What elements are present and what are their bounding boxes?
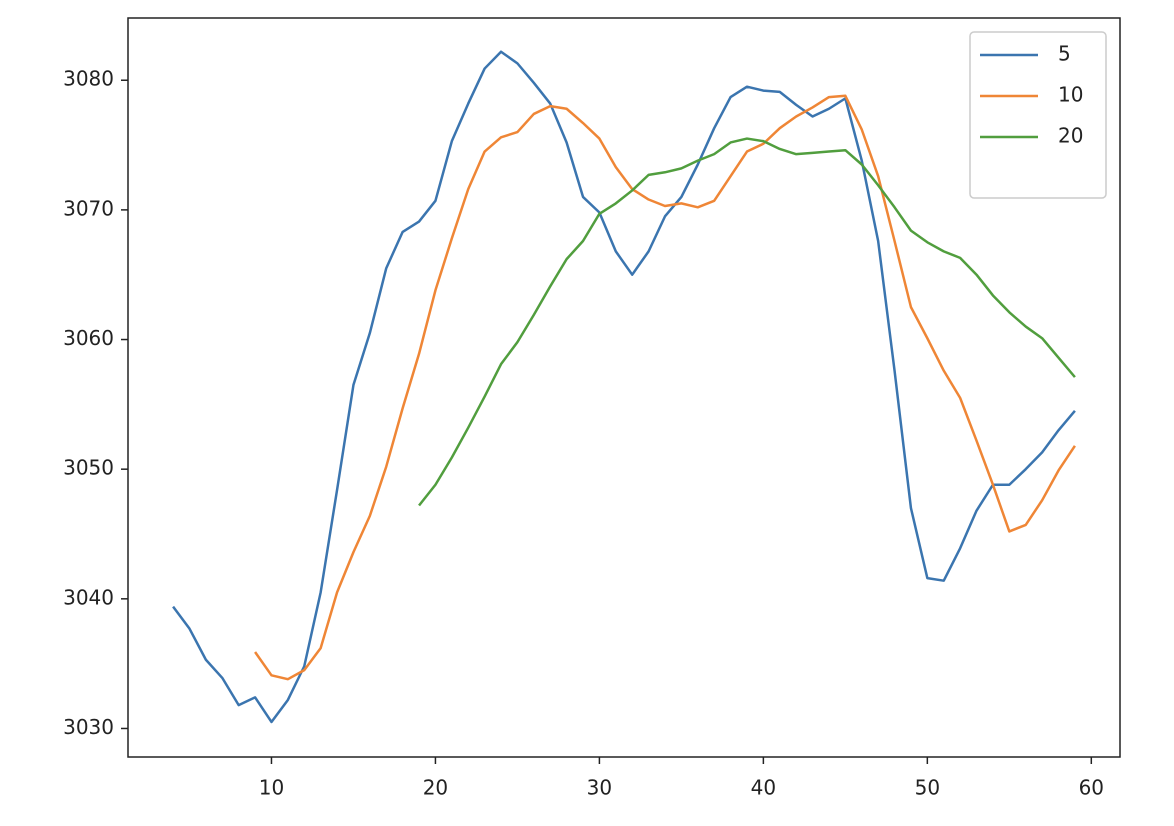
x-tick-label: 20 <box>423 776 448 800</box>
x-tick-label: 50 <box>915 776 940 800</box>
y-tick-label: 3050 <box>63 456 114 480</box>
legend-box <box>969 31 1107 199</box>
y-tick-label: 3040 <box>63 585 114 609</box>
x-tick-label: 60 <box>1079 776 1104 800</box>
y-tick-label: 3030 <box>63 715 114 739</box>
x-tick-label: 30 <box>587 776 612 800</box>
legend-label: 10 <box>1058 83 1083 107</box>
x-tick-label: 10 <box>259 776 284 800</box>
series-line <box>172 50 1076 724</box>
plot-frame <box>127 17 1121 758</box>
y-tick-label: 3080 <box>63 67 114 91</box>
y-tick-label: 3070 <box>63 196 114 220</box>
legend-label: 5 <box>1058 42 1071 66</box>
legend-label: 20 <box>1058 124 1083 148</box>
y-tick-label: 3060 <box>63 326 114 350</box>
x-tick-label: 40 <box>751 776 776 800</box>
series-line <box>254 94 1076 681</box>
series-line <box>418 137 1076 507</box>
